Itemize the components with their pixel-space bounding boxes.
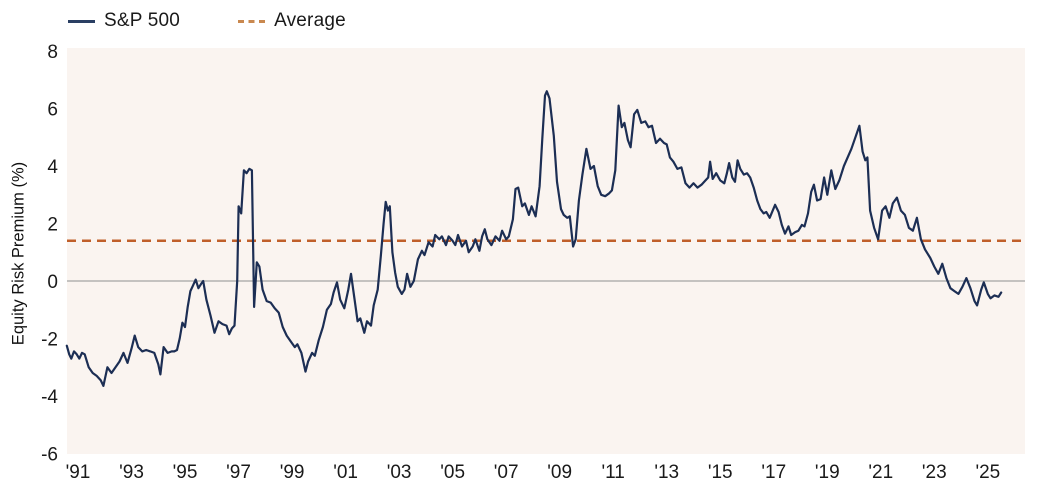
x-tick-label: '91 — [66, 462, 91, 483]
x-tick-label: '11 — [602, 462, 625, 483]
plot-background — [67, 48, 1025, 454]
x-tick-label: '23 — [922, 462, 947, 483]
x-tick-label: '25 — [975, 462, 1000, 483]
sp500-series-line — [65, 90, 1003, 387]
x-tick-label: '99 — [280, 462, 305, 483]
sp500-line-swatch-icon — [68, 19, 95, 23]
x-tick-label: '03 — [387, 462, 412, 483]
legend-label-sp500: S&P 500 — [104, 10, 181, 31]
x-tick-label: '21 — [868, 462, 893, 483]
y-tick-label: -4 — [41, 387, 58, 408]
x-tick-label: '07 — [494, 462, 519, 483]
y-tick-label: 4 — [47, 157, 58, 178]
x-tick-label: '19 — [815, 462, 840, 483]
average-dash-swatch-icon — [238, 19, 266, 23]
x-tick-label: '13 — [654, 462, 679, 483]
y-tick-label: 0 — [47, 272, 58, 293]
legend-item-sp500: S&P 500 — [68, 10, 180, 32]
legend-item-average: Average — [238, 10, 346, 32]
x-tick-label: '97 — [226, 462, 251, 483]
y-tick-label: 6 — [47, 100, 58, 121]
y-tick-label: -2 — [41, 330, 58, 351]
x-tick-label: '15 — [708, 462, 733, 483]
x-tick-label: '01 — [333, 462, 358, 483]
x-tick-label: '09 — [547, 462, 572, 483]
y-tick-label: -6 — [41, 445, 58, 466]
x-tick-label: '17 — [761, 462, 786, 483]
x-tick-label: '95 — [173, 462, 198, 483]
x-tick-label: '93 — [119, 462, 144, 483]
y-tick-label: 8 — [47, 42, 58, 63]
chart-legend: S&P 500 Average — [68, 10, 346, 32]
y-tick-label: 2 — [47, 215, 58, 236]
legend-label-average: Average — [274, 10, 346, 31]
x-tick-label: '05 — [440, 462, 465, 483]
